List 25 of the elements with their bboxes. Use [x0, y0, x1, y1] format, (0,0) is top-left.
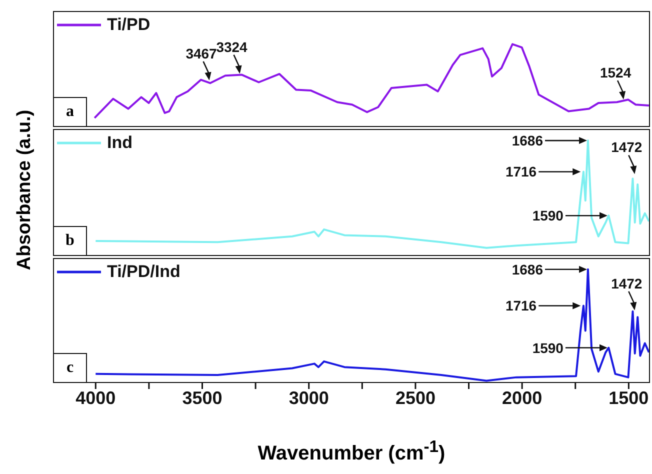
legend-label: Ti/PD: [107, 15, 150, 35]
annotation: 1716: [505, 298, 537, 314]
annotation: 1686: [512, 132, 544, 149]
annotation: 1472: [611, 139, 642, 156]
x-tick-label: 2000: [502, 388, 542, 408]
y-axis-title: Absorbance (a.u.): [14, 108, 36, 272]
annotation: 1590: [532, 208, 564, 224]
x-axis-title: Wavenumber (cm$^{-1}$): [256, 437, 446, 466]
annotation: 3324: [216, 38, 248, 55]
legend-label: Ti/PD/Ind: [107, 262, 180, 282]
annotation: 1686: [512, 261, 544, 278]
annotation: 1716: [505, 164, 537, 180]
annotation: 1472: [611, 275, 642, 292]
legend-label: Ind: [107, 133, 132, 153]
x-tick-label: 1500: [608, 388, 649, 408]
annotation: c: [53, 353, 87, 383]
annotation: 1524: [600, 64, 632, 80]
annotation: a: [53, 97, 87, 127]
x-tick-label: 2500: [395, 388, 436, 408]
annotation: 3467: [186, 45, 218, 62]
annotation: b: [53, 226, 87, 256]
x-tick-label: 4000: [76, 388, 116, 408]
x-tick-label: 3000: [288, 388, 329, 408]
x-tick-label: 3500: [182, 388, 222, 408]
annotation: 1590: [532, 340, 564, 356]
